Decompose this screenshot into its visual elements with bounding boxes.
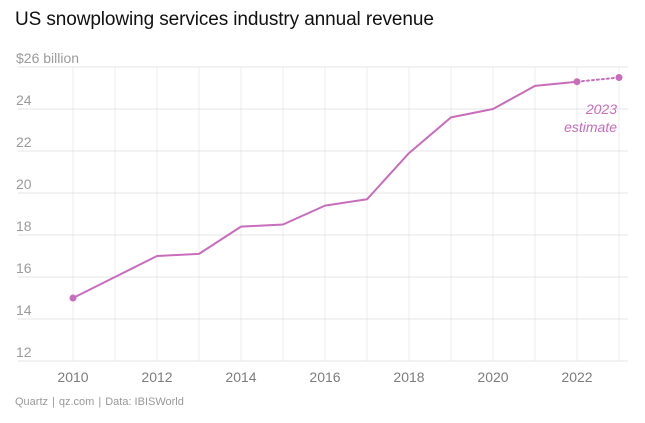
y-tick-label: 14 (16, 302, 32, 318)
y-tick-label: 18 (16, 218, 32, 234)
source-data: Data: IBISWorld (105, 396, 184, 408)
y-tick-label: 20 (16, 176, 32, 192)
y-axis: $26 billion 24 22 20 18 16 14 12 (16, 50, 79, 360)
source-note: Quartz | qz.com | Data: IBISWorld (15, 396, 184, 408)
x-tick-label: 2016 (309, 369, 340, 385)
y-tick-label: 24 (16, 92, 32, 108)
source-separator: | (98, 396, 102, 408)
x-tick-label: 2022 (561, 369, 592, 385)
y-tick-label: 16 (16, 260, 32, 276)
y-tick-label: $26 billion (16, 50, 79, 66)
y-tick-label: 12 (16, 344, 32, 360)
estimate-point (615, 74, 623, 81)
series (69, 74, 623, 302)
source-publisher: Quartz (15, 396, 49, 408)
estimate-annotation: estimate (564, 119, 617, 135)
estimate-annotation: 2023 (585, 101, 617, 117)
x-tick-label: 2018 (393, 369, 424, 385)
start-point (69, 294, 77, 302)
x-axis: 2010 2012 2014 2016 2018 2020 2022 (57, 369, 592, 385)
y-tick-label: 22 (16, 134, 32, 150)
source-separator: | (52, 396, 55, 408)
x-tick-label: 2014 (225, 369, 256, 385)
estimate-line (576, 76, 620, 83)
annotations: 2023 estimate (564, 101, 617, 135)
x-tick-label: 2010 (57, 369, 88, 385)
x-tick-label: 2012 (141, 369, 172, 385)
source-site: qz.com (58, 396, 95, 408)
gridlines (18, 66, 628, 362)
revenue-line (72, 80, 578, 299)
x-tick-label: 2020 (477, 369, 508, 385)
chart-title: US snowplowing services industry annual … (15, 9, 434, 30)
